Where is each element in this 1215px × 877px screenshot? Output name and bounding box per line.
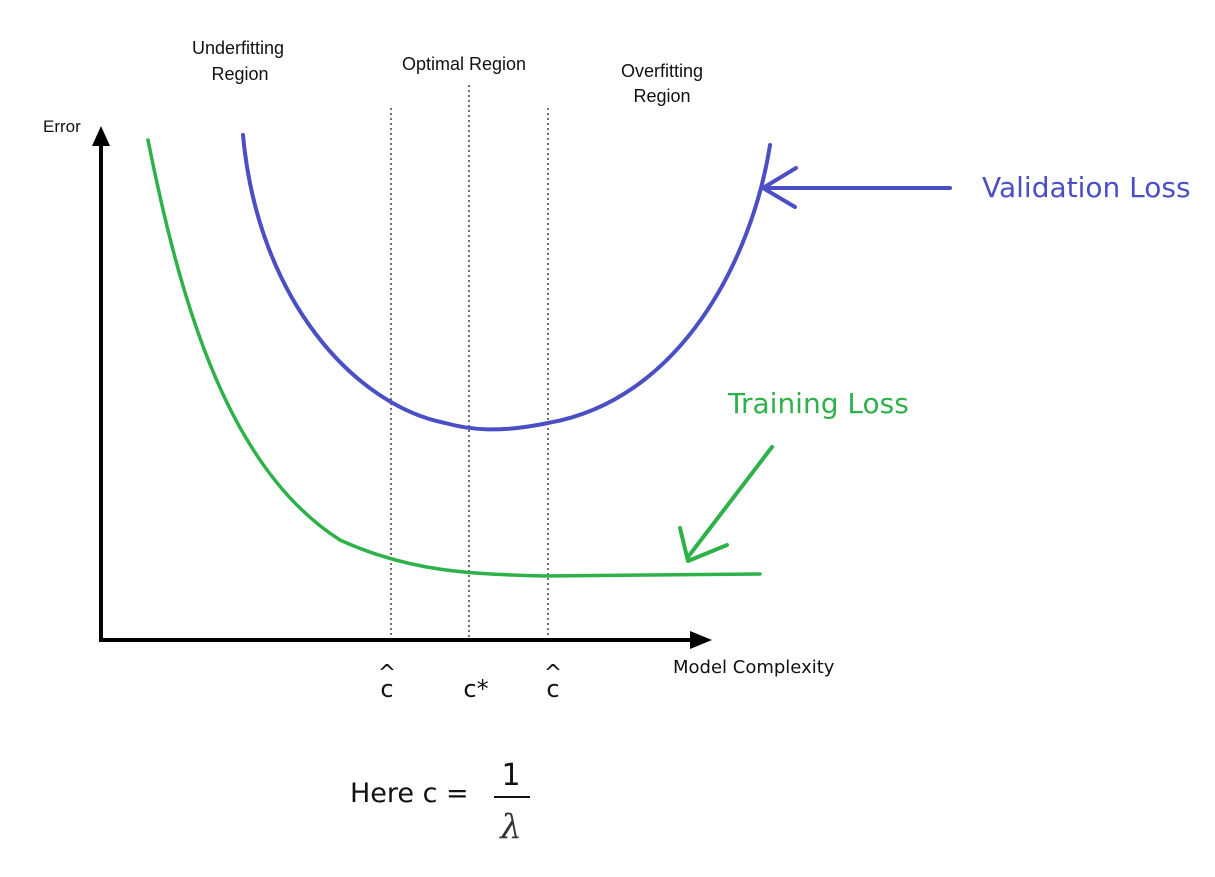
training-pointer-arrow-shaft [686, 445, 774, 559]
c-hat-right-label: c [546, 675, 559, 703]
x-axis-arrowhead [690, 631, 712, 649]
c-hat-right-accent: ^ [544, 661, 562, 686]
underfitting-region-label-line2: Region [211, 64, 268, 84]
validation-pointer-arrow-head [761, 166, 798, 209]
underfitting-region-label-line1: Underfitting [192, 38, 284, 58]
formula-numerator: 1 [501, 758, 520, 793]
formula-prefix: Here c = [350, 778, 469, 809]
validation-loss-label: Validation Loss [982, 171, 1191, 204]
y-axis-arrowhead [92, 126, 110, 146]
formula-denominator: λ [498, 807, 522, 847]
x-axis-label: Model Complexity [673, 657, 835, 678]
c-hat-left-accent: ^ [378, 661, 396, 686]
training-loss-curve [146, 138, 762, 578]
y-axis-label: Error [43, 117, 81, 136]
overfitting-region-label-line2: Region [633, 86, 690, 106]
c-star-label: c* [463, 675, 488, 703]
optimal-region-label: Optimal Region [402, 54, 526, 74]
validation-loss-curve [241, 133, 772, 432]
c-hat-left-label: c [380, 675, 393, 703]
training-pointer-arrow-head [678, 526, 729, 563]
training-loss-label: Training Loss [727, 387, 909, 420]
overfitting-region-label-line1: Overfitting [621, 61, 703, 81]
